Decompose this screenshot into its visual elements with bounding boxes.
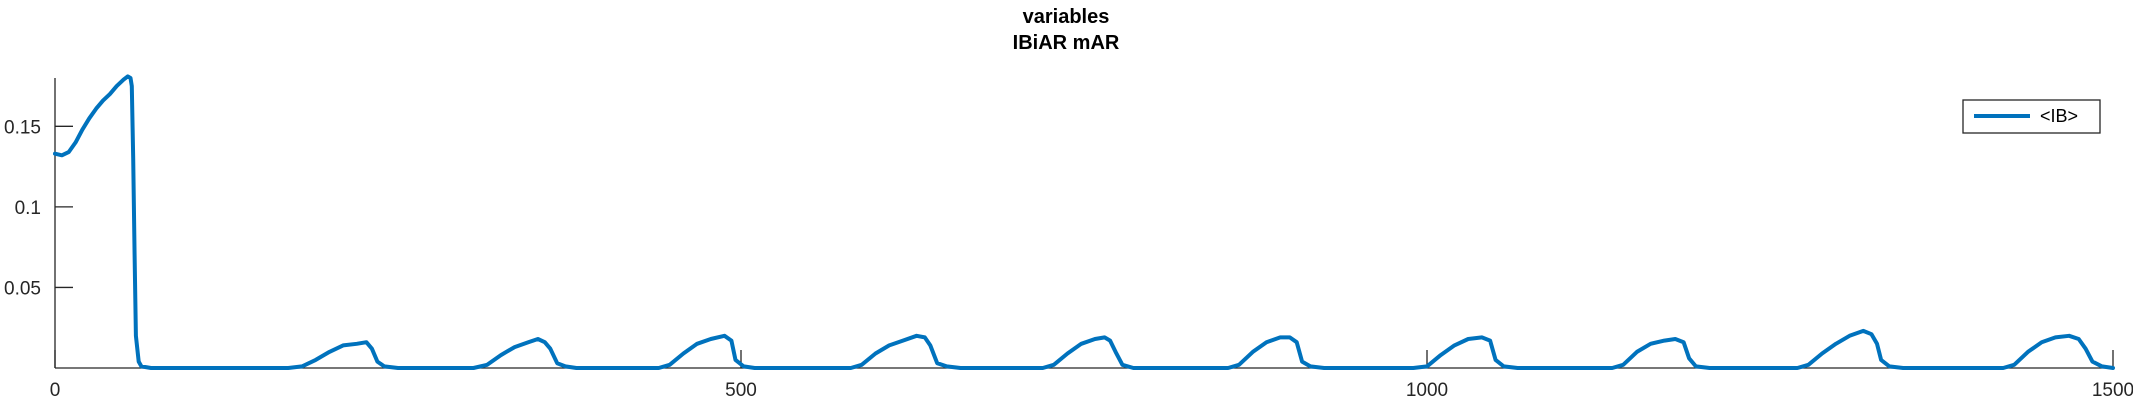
legend-box (1962, 99, 2101, 134)
y-tick-label: 0.05 (4, 278, 41, 299)
x-tick-label: 1500 (2092, 380, 2133, 400)
y-tick-label: 0.15 (4, 117, 41, 138)
chart-subtitle: IBiAR mAR (1013, 32, 1120, 54)
x-tick-label: 500 (725, 380, 757, 400)
series-line-ib (53, 74, 2115, 370)
x-tick-label: 1000 (1406, 380, 1448, 400)
axis-ticks: 0 500 1000 1500 0.05 0.1 0.15 (4, 117, 2133, 400)
axes (54, 78, 2113, 369)
y-tick-label: 0.1 (15, 198, 41, 219)
legend: <IB> (1962, 99, 2101, 134)
chart-title: variables (1023, 6, 1110, 28)
legend-label-ib: <IB> (2040, 106, 2078, 126)
x-tick-label: 0 (50, 380, 61, 400)
series-layer (53, 74, 2115, 370)
